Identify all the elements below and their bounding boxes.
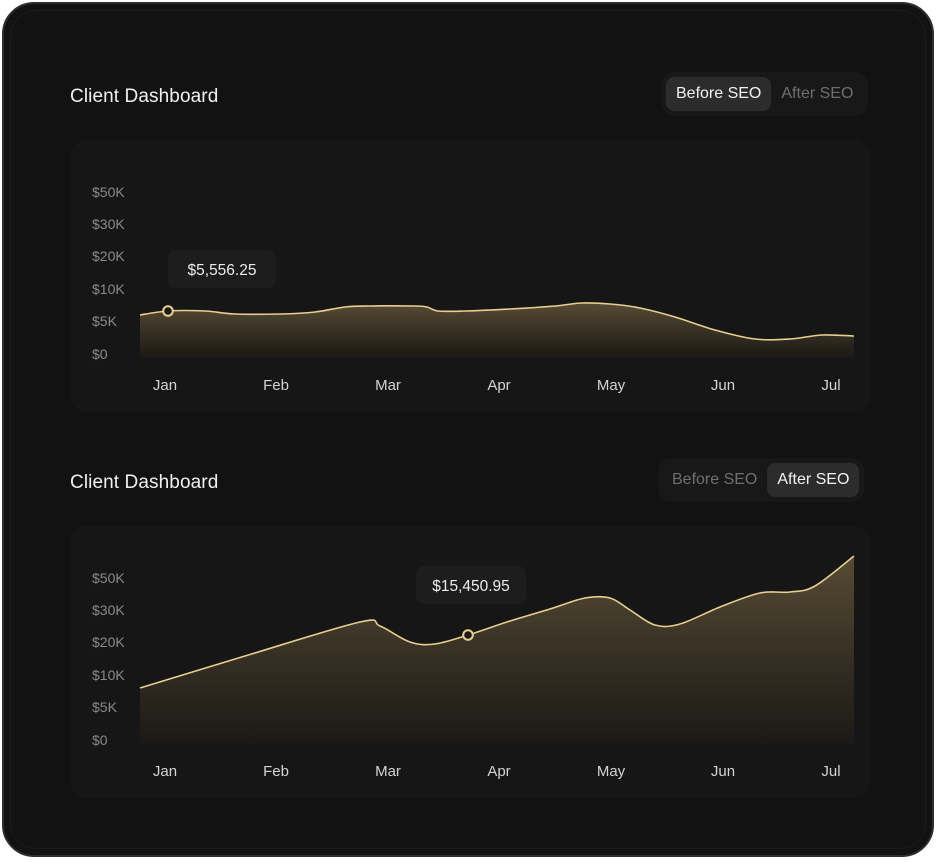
y-tick-label: $30K — [92, 602, 125, 618]
x-tick-label: Feb — [263, 763, 289, 780]
before-seo-tab[interactable]: Before SEO — [666, 77, 772, 111]
tooltip-value: $15,450.95 — [432, 578, 510, 595]
x-tick-label: Jul — [821, 763, 840, 780]
y-tick-label: $0 — [92, 732, 108, 748]
series-line — [139, 302, 855, 341]
y-tick-label: $30K — [92, 216, 125, 232]
area-fill — [140, 556, 854, 744]
x-tick-label: Jan — [153, 763, 177, 780]
area-chart-before: $50K $30K $20K $10K $5K $0 Jan Feb Mar Apr May Jun J… — [92, 184, 855, 394]
y-tick-label: $10K — [92, 281, 125, 297]
y-tick-label: $0 — [92, 346, 108, 362]
tooltip-box — [416, 566, 526, 604]
tooltip-box — [168, 250, 276, 288]
chart-panel-after: $50K $30K $20K $10K $5K $0 Jan Feb Mar Apr May Jun J… — [70, 526, 870, 798]
highlight-point[interactable] — [162, 305, 174, 317]
x-tick-label: Apr — [487, 763, 510, 780]
x-tick-label: Feb — [263, 377, 289, 394]
y-tick-label: $5K — [92, 699, 118, 715]
x-tick-label: Jun — [711, 763, 735, 780]
dashboard-title-after: Client Dashboard — [70, 472, 219, 493]
series-line — [139, 555, 855, 689]
x-tick-label: Jun — [711, 377, 735, 394]
x-tick-label: Mar — [375, 377, 401, 394]
y-tick-label: $50K — [92, 570, 125, 586]
area-chart-after: $50K $30K $20K $10K $5K $0 Jan Feb Mar Apr May Jun J… — [92, 555, 855, 780]
y-tick-label: $20K — [92, 248, 125, 264]
after-seo-tab[interactable]: After SEO — [767, 463, 860, 497]
y-tick-label: $5K — [92, 313, 118, 329]
area-fill — [140, 302, 854, 358]
y-tick-label: $20K — [92, 634, 125, 650]
tooltip-value: $5,556.25 — [188, 262, 257, 279]
dashboard-title-before: Client Dashboard — [70, 86, 219, 107]
x-tick-label: Apr — [487, 377, 510, 394]
x-tick-label: Jan — [153, 377, 177, 394]
chart-panel-before: $50K $30K $20K $10K $5K $0 Jan Feb Mar Apr May Jun J… — [70, 140, 870, 412]
x-tick-label: May — [597, 763, 626, 780]
x-tick-label: Jul — [821, 377, 840, 394]
x-tick-label: Mar — [375, 763, 401, 780]
seo-toggle-1: Before SEO After SEO — [662, 72, 868, 116]
y-tick-label: $10K — [92, 667, 125, 683]
highlight-point[interactable] — [462, 629, 474, 641]
seo-toggle-2: Before SEO After SEO — [658, 458, 864, 502]
before-seo-tab[interactable]: Before SEO — [672, 471, 758, 488]
after-seo-tab[interactable]: After SEO — [781, 85, 854, 102]
x-tick-label: May — [597, 377, 626, 394]
y-tick-label: $50K — [92, 184, 125, 200]
